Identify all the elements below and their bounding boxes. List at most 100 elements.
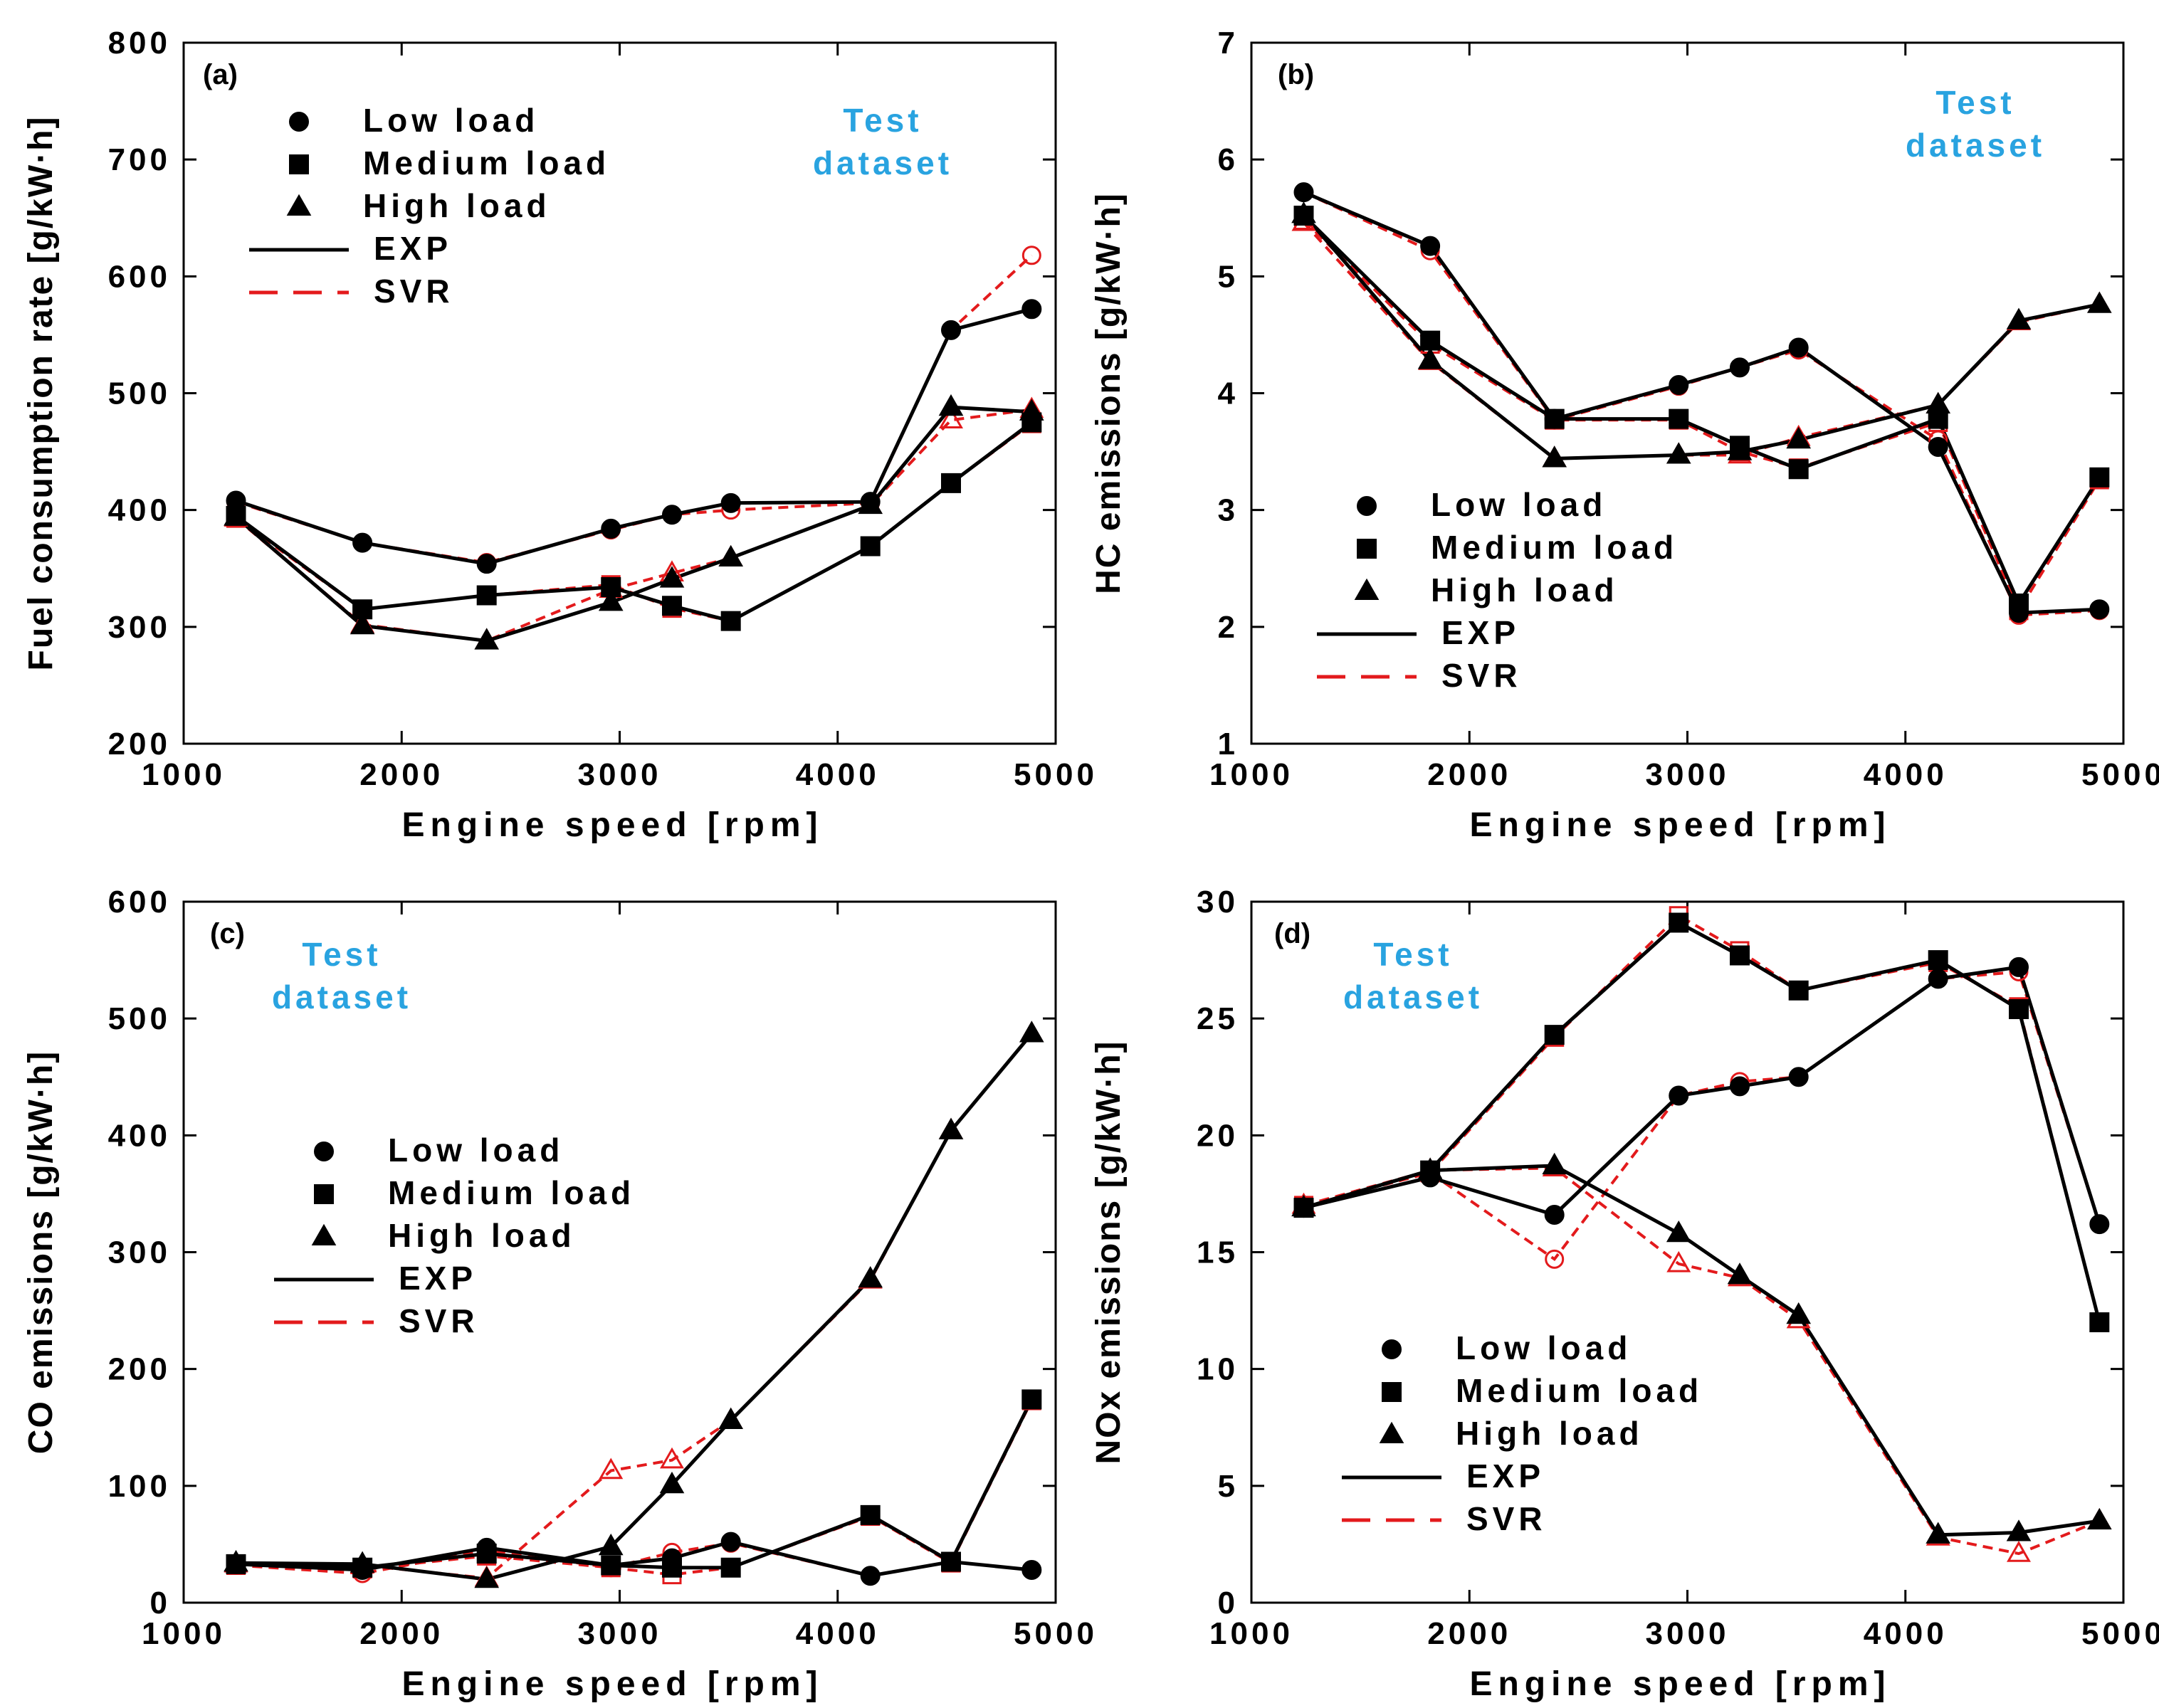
point-medium-exp <box>1669 912 1689 933</box>
y-tick-label: 5 <box>1218 259 1239 294</box>
point-medium-exp <box>2089 1312 2110 1332</box>
point-high-exp <box>598 589 624 611</box>
annotation-text: Test <box>302 936 381 973</box>
y-tick-label: 700 <box>108 142 171 177</box>
legend-marker-high <box>1354 578 1380 601</box>
x-tick-label: 5000 <box>2081 757 2159 792</box>
x-axis-label: Engine speed [rpm] <box>1469 1665 1891 1703</box>
point-low-exp <box>476 554 497 574</box>
point-low-exp <box>1788 337 1809 358</box>
point-high-exp <box>1727 438 1753 460</box>
point-medium-exp <box>720 611 741 631</box>
point-low-exp <box>1928 969 1948 989</box>
point-high-exp <box>1019 399 1044 421</box>
point-high-svr <box>599 1457 624 1480</box>
point-high-exp <box>1926 1522 1951 1544</box>
series-line-medium-exp <box>1302 214 2101 608</box>
legend-marker-high <box>311 1223 337 1246</box>
point-high-exp <box>1666 442 1691 464</box>
y-tick-label: 600 <box>108 259 171 294</box>
point-low-exp <box>662 505 682 525</box>
legend-marker-low <box>289 112 309 132</box>
panel-c: 1000 2000 3000 4000 5000 0 100 200 300 400 500 600 E… <box>22 885 1094 1703</box>
legend: Low load Medium load High load EXP SVR <box>1317 486 1674 694</box>
x-tick-label: 1000 <box>1209 1616 1293 1651</box>
point-high-svr <box>1666 1250 1691 1272</box>
y-tick-label: 30 <box>1197 885 1239 919</box>
y-tick-label: 400 <box>108 1118 171 1153</box>
point-low-exp <box>2009 956 2029 977</box>
y-axis-label: Fuel consumption rate [g/kW·h] <box>22 116 60 671</box>
point-low-exp <box>1021 1560 1042 1581</box>
panel-label: (a) <box>203 59 238 90</box>
point-low-exp <box>1669 375 1689 396</box>
y-tick-label: 6 <box>1218 142 1239 177</box>
point-low-exp <box>1021 299 1042 320</box>
y-tick-label: 100 <box>108 1469 171 1504</box>
point-medium-exp <box>1544 408 1565 429</box>
legend-label-medium: Medium load <box>388 1174 635 1211</box>
point-low-exp <box>1730 1076 1750 1097</box>
legend-label-high: High load <box>363 187 551 224</box>
legend-label-high: High load <box>1431 571 1619 608</box>
point-high-exp <box>1786 426 1812 449</box>
legend-label-low: Low load <box>363 102 539 139</box>
x-axis-label: Engine speed [rpm] <box>401 1665 823 1703</box>
point-high-exp <box>474 1566 500 1588</box>
point-medium-exp <box>476 585 497 606</box>
y-tick-label: 600 <box>108 885 171 919</box>
x-tick-label: 4000 <box>1864 1616 1948 1651</box>
legend-label-exp: EXP <box>1466 1457 1545 1494</box>
point-high-exp <box>224 504 248 526</box>
point-high-exp <box>598 1533 624 1556</box>
point-medium-exp <box>352 599 373 620</box>
series-line-medium-svr <box>1303 219 2101 614</box>
annotation-text: Test <box>1935 84 2014 121</box>
annotation-text: Test <box>1373 936 1452 973</box>
x-tick-label: 3000 <box>578 757 662 792</box>
point-high-exp <box>224 1549 248 1572</box>
legend-label-svr: SVR <box>399 1302 479 1339</box>
legend-label-high: High load <box>388 1217 576 1254</box>
legend-label-svr: SVR <box>1441 657 1522 694</box>
legend-label-svr: SVR <box>1466 1500 1547 1537</box>
point-medium-exp <box>2089 467 2110 487</box>
point-high-exp <box>938 1117 964 1139</box>
point-medium-exp <box>1928 950 1948 971</box>
legend-marker-medium <box>1382 1382 1402 1402</box>
y-tick-label: 15 <box>1197 1235 1239 1270</box>
legend-label-high: High load <box>1456 1415 1644 1452</box>
point-high-exp <box>1019 1021 1044 1043</box>
point-medium-exp <box>1669 408 1689 429</box>
series-line-high-svr <box>1303 1166 2101 1556</box>
y-tick-label: 200 <box>108 1352 171 1387</box>
x-tick-label: 1000 <box>1209 757 1293 792</box>
y-tick-label: 400 <box>108 493 171 528</box>
point-low-exp <box>1669 1085 1689 1106</box>
point-low-exp <box>941 320 961 340</box>
x-tick-label: 1000 <box>142 1616 226 1651</box>
point-high-svr <box>660 1447 684 1469</box>
point-low-exp <box>2089 1214 2110 1235</box>
legend-label-low: Low load <box>388 1132 564 1169</box>
point-high-svr <box>2007 1541 2031 1562</box>
point-low-exp <box>352 532 373 553</box>
x-tick-label: 4000 <box>796 1616 880 1651</box>
point-medium-exp <box>2009 999 2029 1020</box>
point-medium-exp <box>941 473 961 493</box>
series-line-medium-svr <box>236 1400 1034 1576</box>
series-line-high-svr <box>235 408 1032 643</box>
point-low-exp <box>2089 599 2110 620</box>
y-tick-label: 10 <box>1197 1352 1239 1387</box>
point-low-exp <box>860 1566 881 1586</box>
point-high-exp <box>1786 1302 1812 1324</box>
panel-b: 1000 2000 3000 4000 5000 1 2 3 4 5 6 7 Engine speed … <box>1090 26 2159 844</box>
y-tick-label: 2 <box>1218 610 1239 645</box>
point-medium-exp <box>662 1557 682 1578</box>
point-high-exp <box>350 612 375 635</box>
x-tick-label: 2000 <box>359 757 443 792</box>
point-low-exp <box>1544 1204 1565 1225</box>
legend: Low load Medium load High load EXP SVR <box>249 102 606 310</box>
x-tick-label: 2000 <box>359 1616 443 1651</box>
